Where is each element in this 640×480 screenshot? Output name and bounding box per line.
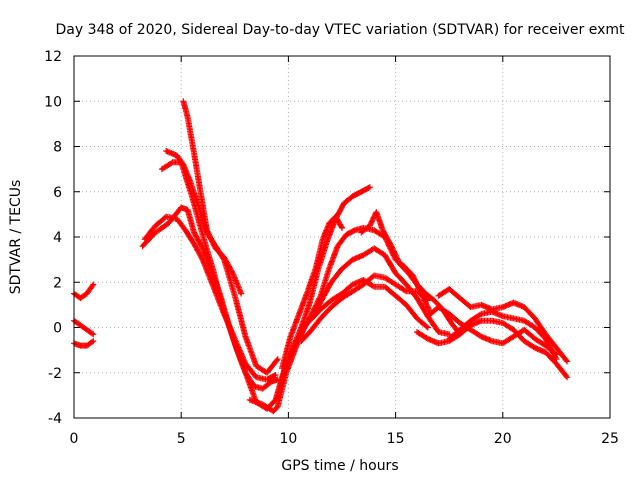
y-tick-label: 12 — [44, 49, 62, 65]
series-arc-14 — [358, 209, 463, 338]
x-tick-label: 5 — [177, 431, 186, 447]
y-tick-label: 4 — [53, 230, 62, 246]
axis-ticks: 0 5 10 15 20 25 -4 -2 0 2 4 6 8 10 12 — [44, 49, 619, 447]
x-tick-label: 0 — [70, 431, 79, 447]
series-markers — [435, 286, 571, 365]
series-markers — [306, 277, 431, 331]
y-axis-label: SDTVAR / TECUs — [8, 180, 24, 295]
x-axis-label: GPS time / hours — [281, 458, 398, 474]
x-tick-label: 25 — [601, 431, 619, 447]
plot-frame — [73, 55, 611, 419]
series-markers — [279, 213, 345, 372]
y-tick-label: -4 — [48, 411, 62, 427]
series-arc-13 — [306, 277, 431, 331]
series-arc-17 — [435, 286, 571, 365]
series-arc-10 — [279, 213, 345, 372]
y-tick-label: -2 — [48, 366, 62, 382]
chart-title: Day 348 of 2020, Sidereal Day-to-day VTE… — [56, 22, 626, 38]
series-arc-18 — [446, 308, 560, 363]
data-points — [71, 98, 571, 415]
x-tick-label: 10 — [279, 431, 297, 447]
x-tick-label: 20 — [494, 431, 512, 447]
y-tick-label: 2 — [53, 275, 62, 291]
y-tick-label: 10 — [44, 94, 62, 110]
series-markers — [446, 308, 560, 363]
series-markers — [424, 304, 560, 358]
y-tick-label: 8 — [53, 140, 62, 156]
series-arc-8 — [180, 98, 245, 297]
series-arc-16 — [424, 304, 560, 358]
x-tick-label: 15 — [387, 431, 405, 447]
y-tick-label: 0 — [53, 321, 62, 337]
series-markers — [180, 98, 245, 297]
series-markers — [358, 209, 463, 338]
y-tick-label: 6 — [53, 185, 62, 201]
